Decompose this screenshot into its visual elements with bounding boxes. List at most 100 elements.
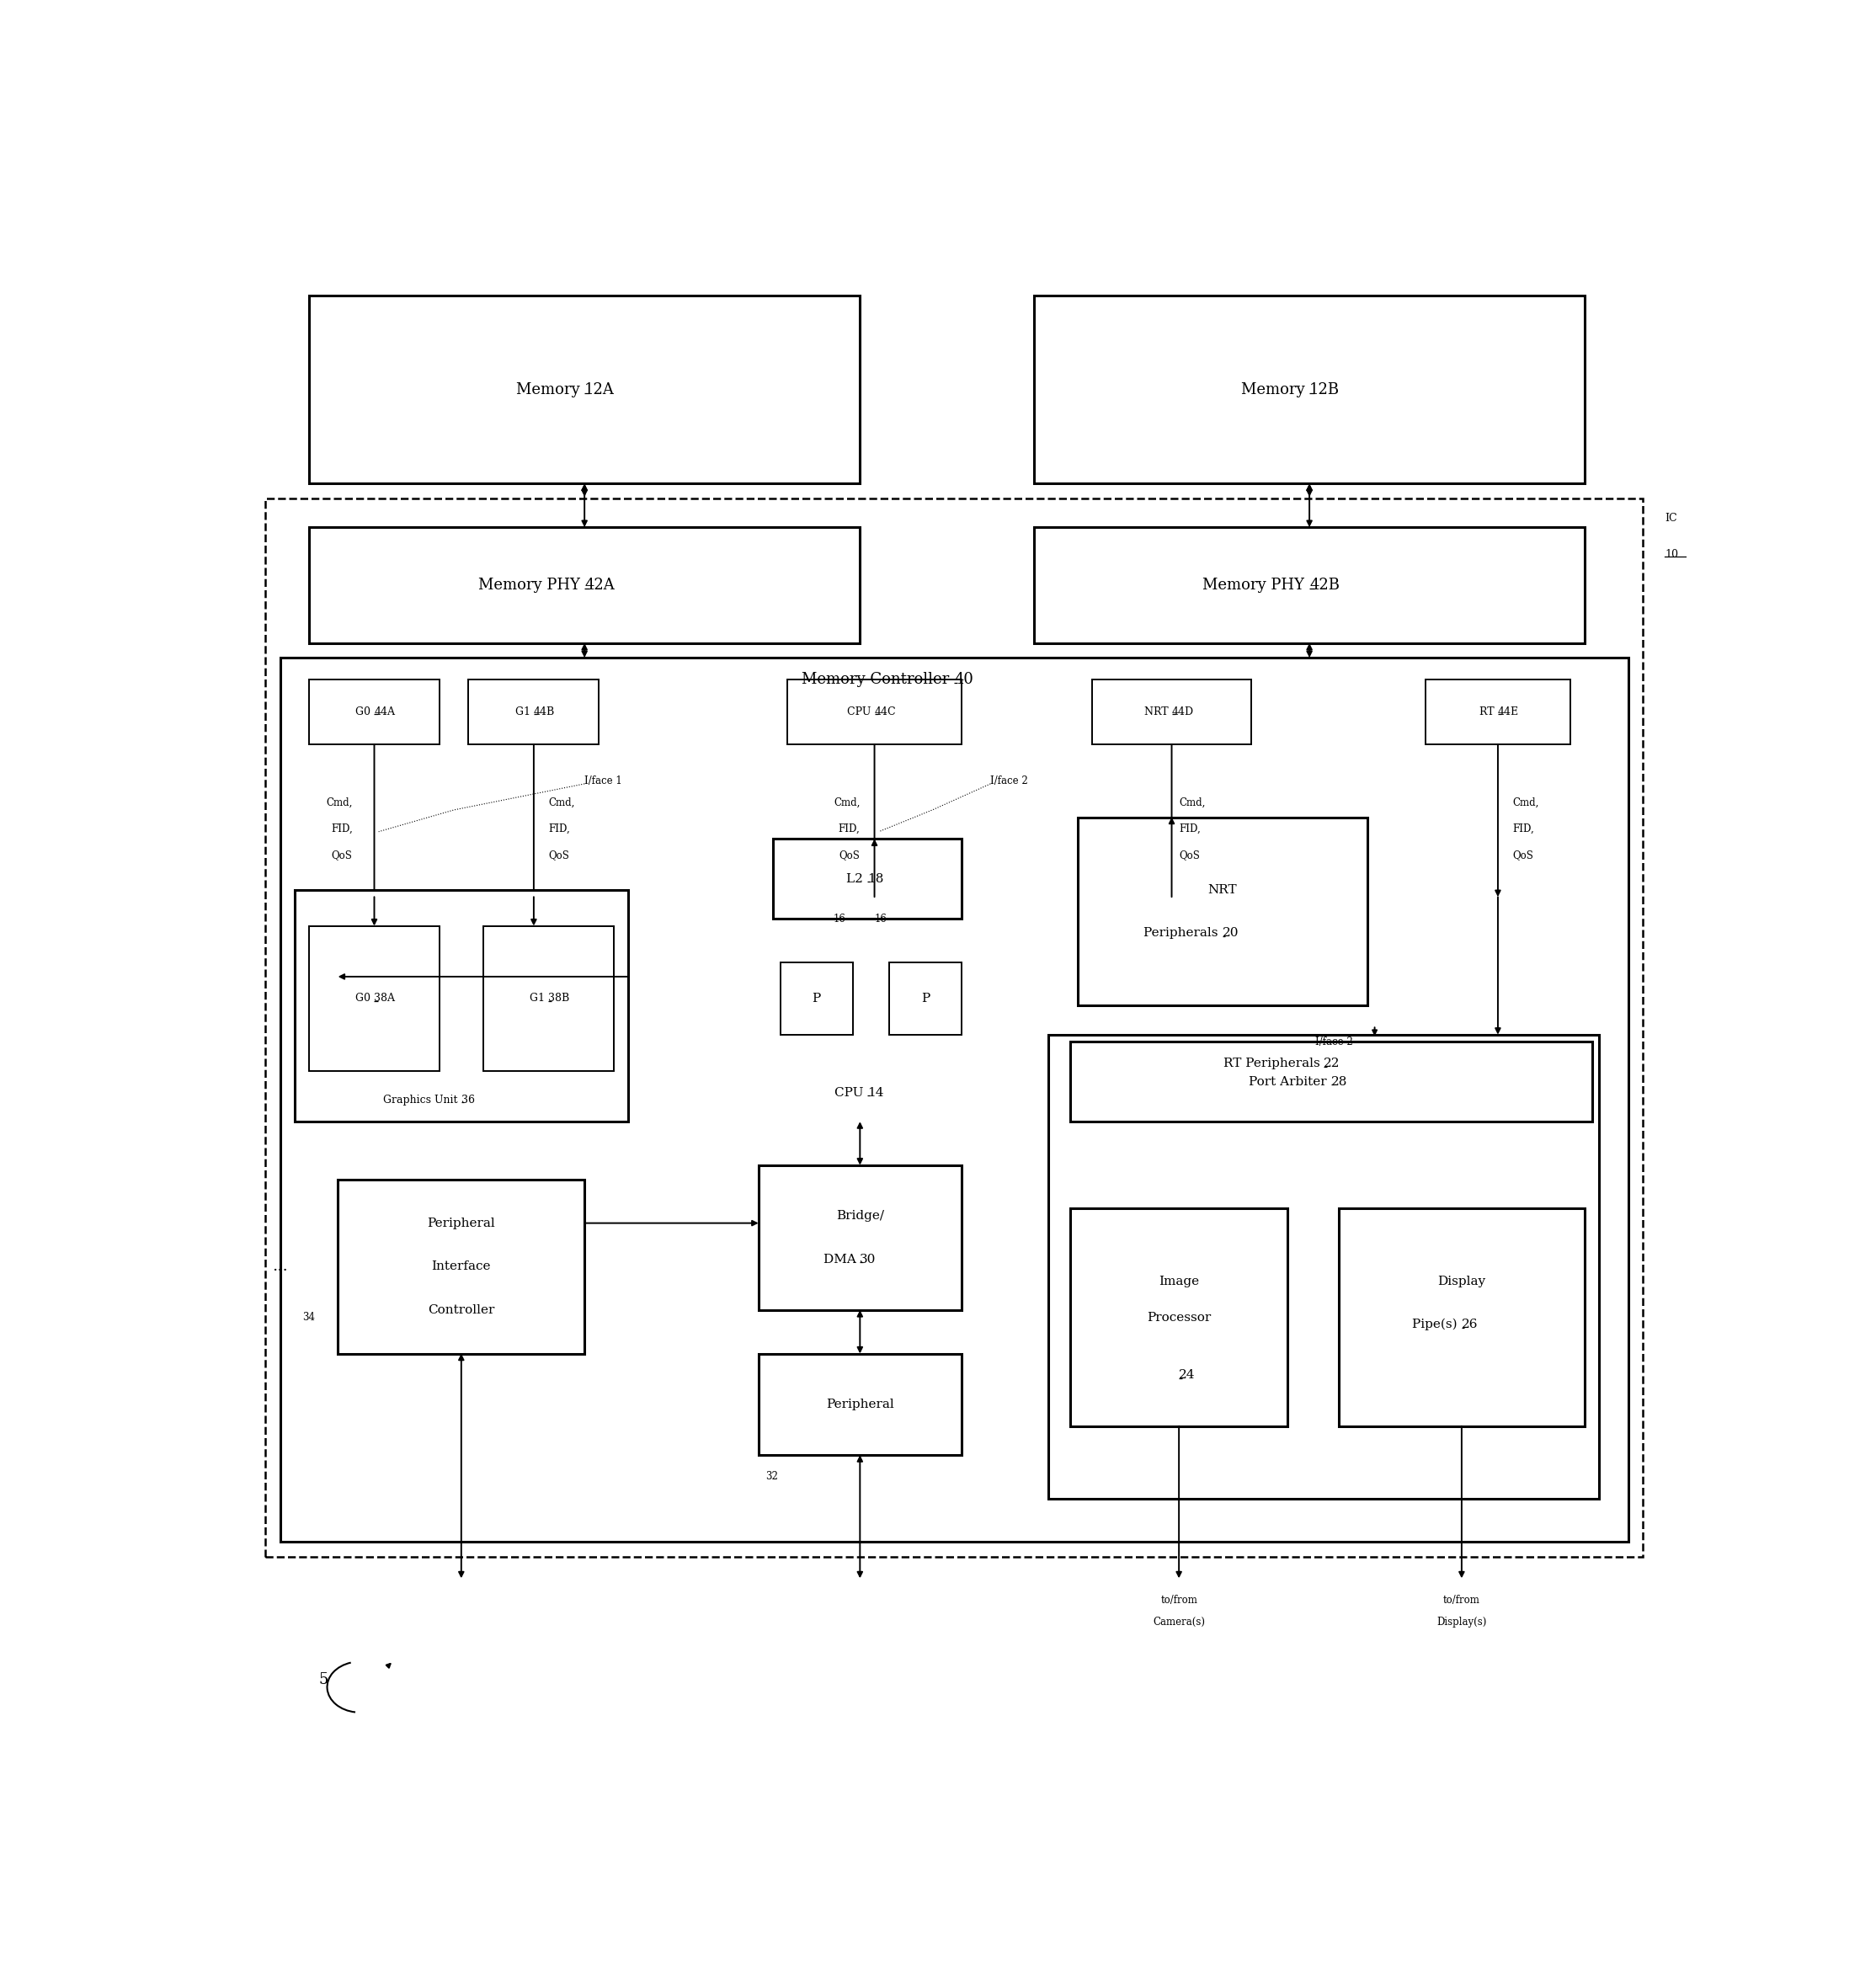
Bar	[758, 919, 976, 1121]
Text: Memory: Memory	[1240, 382, 1309, 397]
Text: QoS: QoS	[839, 850, 859, 860]
Bar	[1069, 1042, 1593, 1121]
Text: G0: G0	[356, 706, 375, 718]
Text: 36: 36	[461, 1095, 475, 1105]
Bar	[1426, 680, 1570, 745]
Text: NRT: NRT	[1208, 884, 1236, 896]
Bar	[1069, 1208, 1287, 1425]
Text: 44E: 44E	[1497, 706, 1520, 718]
Bar	[788, 680, 962, 745]
Bar	[295, 890, 628, 1121]
Text: 18: 18	[867, 874, 884, 884]
Text: 22: 22	[1324, 1058, 1339, 1070]
Text: Port Arbiter: Port Arbiter	[1249, 1075, 1332, 1087]
Text: Pipe(s): Pipe(s)	[1413, 1319, 1461, 1331]
Text: 16: 16	[874, 913, 887, 923]
Text: 14: 14	[867, 1087, 884, 1099]
Bar	[310, 295, 859, 484]
Text: Controller: Controller	[428, 1305, 495, 1317]
Text: Display(s): Display(s)	[1437, 1617, 1486, 1627]
Text: Cmd,: Cmd,	[1178, 797, 1206, 809]
Text: RT Peripherals: RT Peripherals	[1223, 1058, 1324, 1070]
Text: QoS: QoS	[1512, 850, 1533, 860]
Bar	[310, 925, 439, 1072]
Text: 16: 16	[833, 913, 846, 923]
Text: FID,: FID,	[1178, 822, 1201, 834]
Text: Display: Display	[1437, 1275, 1486, 1287]
Text: 44D: 44D	[1172, 706, 1193, 718]
Text: G1: G1	[529, 992, 548, 1004]
Text: FID,: FID,	[330, 822, 353, 834]
Text: Peripherals: Peripherals	[1144, 927, 1223, 939]
Bar	[482, 925, 613, 1072]
Text: CPU: CPU	[835, 1087, 867, 1099]
Text: 5: 5	[319, 1673, 328, 1686]
Text: L2: L2	[846, 874, 867, 884]
Text: to/from: to/from	[1161, 1595, 1197, 1605]
Text: 38A: 38A	[375, 992, 396, 1004]
Text: 44B: 44B	[535, 706, 555, 718]
Text: FID,: FID,	[839, 822, 859, 834]
Bar	[780, 963, 854, 1034]
Text: Cmd,: Cmd,	[833, 797, 859, 809]
Text: Peripheral: Peripheral	[825, 1398, 895, 1410]
Text: NRT: NRT	[1144, 706, 1172, 718]
Text: Processor: Processor	[1146, 1311, 1212, 1323]
Text: RT: RT	[1480, 706, 1497, 718]
Text: 10: 10	[1664, 550, 1679, 559]
Bar	[1092, 680, 1251, 745]
Text: Cmd,: Cmd,	[326, 797, 353, 809]
Text: Memory: Memory	[516, 382, 585, 397]
Bar	[758, 1354, 962, 1455]
Text: QoS: QoS	[548, 850, 568, 860]
Text: Bridge/: Bridge/	[837, 1210, 884, 1222]
Text: P: P	[921, 992, 929, 1004]
Text: 24: 24	[1178, 1370, 1195, 1382]
Bar	[889, 963, 961, 1034]
Bar	[266, 498, 1643, 1556]
Text: CPU: CPU	[848, 706, 874, 718]
Text: 42B: 42B	[1309, 577, 1339, 593]
Text: QoS: QoS	[1178, 850, 1201, 860]
Text: 12A: 12A	[585, 382, 615, 397]
Text: Interface: Interface	[431, 1261, 492, 1273]
Text: DMA: DMA	[824, 1253, 859, 1265]
Text: 44A: 44A	[375, 706, 396, 718]
Text: IC: IC	[1664, 512, 1677, 524]
Text: ...: ...	[272, 1259, 287, 1273]
Bar	[310, 528, 859, 643]
Text: P: P	[812, 992, 822, 1004]
Text: Graphics Unit: Graphics Unit	[383, 1095, 461, 1105]
Text: Peripheral: Peripheral	[428, 1218, 495, 1230]
Bar	[1077, 817, 1368, 1006]
Text: 40: 40	[955, 672, 974, 686]
Text: Memory PHY: Memory PHY	[478, 577, 585, 593]
Text: I/face 2: I/face 2	[1315, 1036, 1353, 1048]
Text: Cmd,: Cmd,	[548, 797, 574, 809]
Text: G0: G0	[356, 992, 375, 1004]
Text: 42A: 42A	[585, 577, 615, 593]
Text: Memory PHY: Memory PHY	[1203, 577, 1309, 593]
Bar	[1034, 528, 1585, 643]
Bar	[469, 680, 598, 745]
Text: FID,: FID,	[1512, 822, 1535, 834]
Bar	[758, 1164, 962, 1311]
Text: I/face 1: I/face 1	[585, 775, 623, 787]
Text: Image: Image	[1159, 1275, 1199, 1287]
Text: FID,: FID,	[548, 822, 570, 834]
Text: 34: 34	[302, 1313, 315, 1323]
Bar	[280, 658, 1628, 1542]
Bar	[310, 680, 439, 745]
Text: Cmd,: Cmd,	[1512, 797, 1538, 809]
Bar	[1034, 295, 1585, 484]
Text: 38B: 38B	[548, 992, 570, 1004]
Text: 20: 20	[1223, 927, 1238, 939]
Text: 26: 26	[1461, 1319, 1478, 1331]
Text: 12B: 12B	[1309, 382, 1339, 397]
Text: G1: G1	[516, 706, 535, 718]
Bar	[1338, 1208, 1585, 1425]
Bar	[338, 1180, 585, 1354]
Text: QoS: QoS	[332, 850, 353, 860]
Bar	[773, 838, 962, 919]
Text: 28: 28	[1332, 1075, 1347, 1087]
